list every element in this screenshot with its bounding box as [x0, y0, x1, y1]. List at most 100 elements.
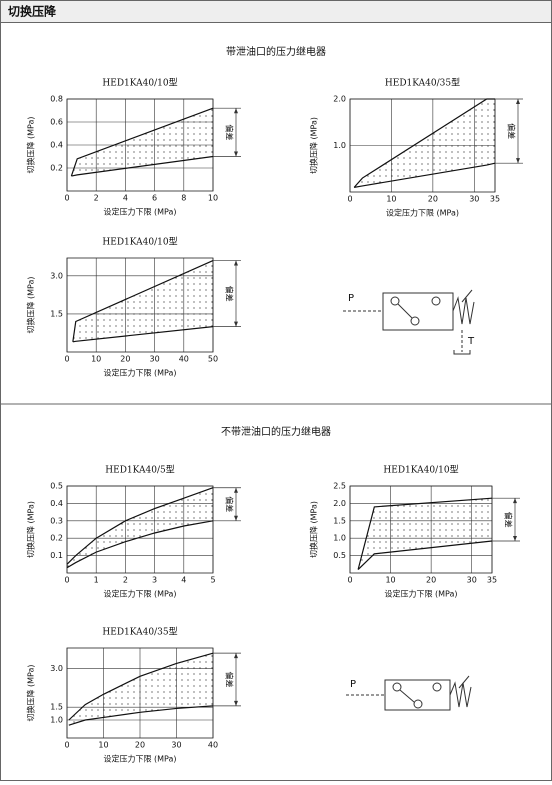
y-axis-label: 切换压降 (MPa): [26, 664, 36, 721]
chart-title: HED1KA40/35型: [102, 627, 177, 638]
annotation: 偏差: [225, 286, 235, 302]
y-axis-label: 切换压降 (MPa): [309, 117, 319, 174]
chart-title: HED1KA40/5型: [105, 465, 174, 476]
symbol-label: P: [350, 679, 356, 690]
annotation: 偏差: [225, 124, 235, 140]
y-tick-label: 0.5: [50, 482, 63, 491]
header-bar: [0, 0, 552, 23]
line: [71, 155, 214, 177]
x-tick-label: 0: [347, 195, 352, 204]
arrow: [234, 260, 238, 266]
plot-frame: [349, 98, 496, 193]
arrow: [516, 99, 520, 104]
arrow: [234, 515, 238, 521]
x-tick-label: 2: [123, 576, 128, 585]
chart-title: HED1KA40/10型: [102, 78, 177, 89]
x-tick-label: 10: [386, 195, 396, 204]
arrow: [234, 653, 238, 659]
x-tick-label: 0: [64, 576, 69, 585]
line: [68, 652, 214, 721]
x-tick-label: 0: [64, 355, 69, 364]
x-tick-label: 5: [210, 576, 215, 585]
band: [72, 260, 213, 342]
x-tick-label: 10: [385, 576, 395, 585]
arrow: [234, 108, 238, 114]
header-title: 切换压降: [8, 4, 57, 19]
x-tick-label: 30: [171, 741, 181, 750]
arrow: [516, 158, 520, 164]
x-tick-label: 4: [123, 194, 128, 203]
symbol: [346, 675, 472, 711]
line: [66, 520, 214, 569]
plot-frame: [349, 485, 493, 574]
arrow: [513, 498, 517, 504]
band: [354, 99, 495, 188]
y-tick-label: 0.2: [50, 164, 63, 173]
y-tick-label: 2.0: [333, 499, 346, 508]
line: [66, 487, 214, 565]
x-axis-label: 设定压力下限 (MPa): [103, 368, 176, 378]
x-tick-label: 6: [152, 194, 157, 203]
y-tick-label: 1.0: [50, 716, 63, 725]
x-axis-label: 设定压力下限 (MPa): [386, 208, 459, 218]
plot-frame: [66, 98, 214, 192]
x-tick-label: 2: [94, 194, 99, 203]
x-tick-label: 0: [347, 576, 352, 585]
y-axis-label: 切换压降 (MPa): [309, 501, 319, 558]
annotation: 偏差: [504, 512, 514, 528]
x-tick-label: 35: [490, 195, 500, 204]
y-tick-label: 1.5: [50, 309, 63, 318]
plot-frame: [66, 257, 214, 353]
symbol-label: T: [467, 336, 475, 347]
band: [68, 653, 213, 726]
x-tick-label: 10: [208, 194, 218, 203]
y-axis-label: 切换压降 (MPa): [26, 501, 36, 558]
arrow: [234, 321, 238, 327]
section-title: 带泄油口的压力继电器: [226, 45, 326, 58]
x-tick-label: 30: [469, 195, 479, 204]
chart-title: HED1KA40/35型: [385, 78, 460, 89]
x-tick-label: 40: [208, 741, 218, 750]
x-tick-label: 0: [64, 741, 69, 750]
y-tick-label: 1.0: [333, 141, 346, 150]
chart-title: HED1KA40/10型: [383, 465, 458, 476]
x-tick-label: 3: [152, 576, 157, 585]
y-tick-label: 0.1: [50, 551, 63, 560]
arrow: [513, 535, 517, 541]
x-tick-label: 20: [135, 741, 145, 750]
band: [67, 487, 213, 568]
y-tick-label: 1.5: [50, 703, 63, 712]
x-tick-label: 1: [94, 576, 99, 585]
x-tick-label: 0: [64, 194, 69, 203]
chart-title: HED1KA40/10型: [102, 237, 177, 248]
line: [70, 107, 214, 177]
x-tick-label: 10: [91, 355, 101, 364]
band: [71, 108, 213, 177]
y-tick-label: 0.4: [50, 141, 63, 150]
arrow: [234, 700, 238, 706]
y-tick-label: 0.6: [50, 118, 63, 127]
arrow: [234, 487, 238, 493]
line: [72, 259, 214, 342]
y-tick-label: 0.8: [50, 95, 63, 104]
x-tick-label: 35: [487, 576, 497, 585]
y-tick-label: 0.2: [50, 534, 63, 543]
y-tick-label: 1.5: [333, 516, 346, 525]
y-axis-label: 切换压降 (MPa): [26, 276, 36, 333]
y-tick-label: 2.5: [333, 482, 346, 491]
x-tick-label: 4: [181, 576, 186, 585]
y-tick-label: 0.3: [50, 516, 63, 525]
arrow: [234, 151, 238, 157]
plot-frame: [66, 485, 214, 574]
x-axis-label: 设定压力下限 (MPa): [103, 589, 176, 599]
y-tick-label: 2.0: [333, 95, 346, 104]
x-tick-label: 40: [179, 355, 189, 364]
annotation: 偏差: [225, 672, 235, 688]
x-axis-label: 设定压力下限 (MPa): [103, 754, 176, 764]
x-tick-label: 30: [150, 355, 160, 364]
x-tick-label: 20: [428, 195, 438, 204]
x-tick-label: 8: [181, 194, 186, 203]
annotation: 偏差: [225, 496, 235, 512]
line: [353, 98, 495, 188]
